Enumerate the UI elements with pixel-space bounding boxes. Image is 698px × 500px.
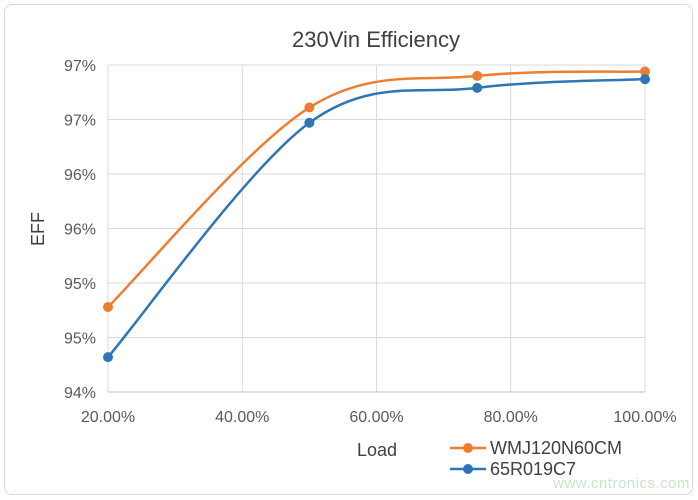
y-axis-ticks: 94% 95% 95% 96% 96% 97% 97% xyxy=(64,58,96,402)
y-tick-label: 96% xyxy=(64,222,96,239)
series-layer xyxy=(103,66,650,363)
y-axis-label: EFF xyxy=(28,212,48,246)
x-tick-label: 40.00% xyxy=(215,409,269,426)
y-tick-label: 97% xyxy=(64,58,96,75)
legend-label: WMJ120N60CM xyxy=(490,438,622,458)
data-point xyxy=(640,66,650,77)
legend-label: 65R019C7 xyxy=(490,459,576,479)
x-axis-ticks: 20.00% 40.00% 60.00% 80.00% 100.00% xyxy=(81,409,677,426)
series-2 xyxy=(103,74,650,363)
x-axis-label: Load xyxy=(357,440,397,460)
chart-title: 230Vin Efficiency xyxy=(292,27,460,52)
x-tick-label: 100.00% xyxy=(613,409,676,426)
y-tick-label: 95% xyxy=(64,276,96,293)
data-point xyxy=(304,102,315,113)
legend-marker xyxy=(463,464,473,474)
chart-frame xyxy=(4,4,693,495)
data-point xyxy=(640,74,650,85)
legend-marker xyxy=(463,443,473,453)
x-tick-label: 20.00% xyxy=(81,409,135,426)
data-point xyxy=(304,117,315,128)
data-point xyxy=(472,70,483,81)
x-tick-label: 80.00% xyxy=(484,409,538,426)
data-point xyxy=(472,82,483,93)
series-line xyxy=(107,70,646,308)
series-1 xyxy=(103,66,650,312)
y-tick-label: 95% xyxy=(64,331,96,348)
y-tick-label: 96% xyxy=(64,167,96,184)
y-tick-label: 97% xyxy=(64,113,96,130)
x-tick-label: 60.00% xyxy=(349,409,403,426)
watermark: www.cntronics.com xyxy=(553,475,690,492)
data-point xyxy=(103,352,113,363)
data-point xyxy=(103,301,113,312)
grid-lines xyxy=(107,64,646,393)
y-tick-label: 94% xyxy=(64,385,96,402)
series-line xyxy=(107,77,646,358)
